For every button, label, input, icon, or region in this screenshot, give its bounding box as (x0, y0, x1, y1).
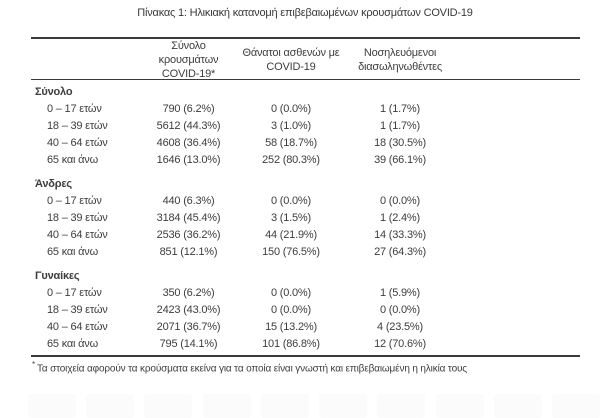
cases-value: 1646 (13.0%) (156, 153, 221, 166)
age-group-label: 40 – 64 ετών (47, 320, 108, 333)
table-row: 65 και άνω 1646 (13.0%) 252 (80.3%) 39 (… (31, 151, 580, 168)
intubated-value: 14 (33.3%) (374, 228, 426, 241)
cases-value: 4608 (36.4%) (156, 136, 221, 149)
watermark-blob (319, 394, 368, 418)
column-header-line: COVID-19 (266, 61, 316, 73)
table-row: 40 – 64 ετών 2536 (36.2%) 44 (21.9%) 14 … (31, 226, 580, 243)
footnote-text: Τα στοιχεία αφορούν τα κρούσματα εκείνα … (36, 363, 467, 375)
age-group-label: 65 και άνω (47, 245, 98, 258)
column-header-deaths: Θάνατοι ασθενών με COVID-19 (236, 46, 346, 74)
watermark-blob (435, 394, 484, 418)
deaths-value: 0 (0.0%) (271, 286, 311, 299)
age-group-label: 18 – 39 ετών (47, 119, 108, 132)
deaths-value: 3 (1.5%) (271, 211, 311, 224)
section-header-row: Γυναίκες (31, 267, 580, 284)
intubated-value: 4 (23.5%) (377, 320, 423, 333)
watermark-blob (202, 394, 251, 418)
column-header-line: Θάνατοι ασθενών με (242, 47, 340, 59)
age-group-label: 40 – 64 ετών (47, 228, 108, 241)
table-row: 18 – 39 ετών 5612 (44.3%) 3 (1.0%) 1 (1.… (31, 117, 580, 134)
cases-value: 5612 (44.3%) (156, 119, 221, 132)
cases-value: 851 (12.1%) (159, 245, 218, 258)
deaths-value: 0 (0.0%) (271, 194, 311, 207)
deaths-value: 252 (80.3%) (262, 153, 320, 166)
table-row: 65 και άνω 795 (14.1%) 101 (86.8%) 12 (7… (31, 335, 580, 352)
watermark-blob (86, 394, 135, 418)
intubated-value: 1 (1.7%) (380, 102, 420, 115)
cases-value: 2536 (36.2%) (156, 228, 221, 241)
deaths-value: 150 (76.5%) (262, 245, 320, 258)
covid-age-distribution-table: Σύνολο κρουσμάτων COVID-19* Θάνατοι ασθε… (31, 37, 580, 374)
column-header-line: Νοσηλευόμενοι (363, 47, 437, 59)
age-group-label: 0 – 17 ετών (47, 102, 102, 115)
section-women: Γυναίκες 0 – 17 ετών 350 (6.2%) 0 (0.0%)… (31, 260, 580, 352)
table-row: 0 – 17 ετών 440 (6.3%) 0 (0.0%) 0 (0.0%) (31, 192, 580, 209)
watermark-blob (28, 394, 76, 418)
intubated-value: 1 (5.9%) (380, 286, 420, 299)
section-label: Άνδρες (35, 177, 72, 190)
cases-value: 2423 (43.0%) (156, 303, 221, 316)
section-men: Άνδρες 0 – 17 ετών 440 (6.3%) 0 (0.0%) 0… (31, 168, 580, 260)
deaths-value: 15 (13.2%) (265, 320, 317, 333)
section-header-row: Άνδρες (31, 175, 580, 192)
deaths-value: 44 (21.9%) (265, 228, 317, 241)
intubated-value: 0 (0.0%) (380, 194, 420, 207)
watermark-blob (493, 394, 542, 418)
section-label: Γυναίκες (35, 269, 80, 282)
intubated-value: 18 (30.5%) (374, 136, 426, 149)
age-group-label: 65 και άνω (47, 337, 98, 350)
watermark-blob (377, 394, 426, 418)
table-title: Πίνακας 1: Ηλικιακή κατανομή επιβεβαιωμέ… (137, 7, 473, 19)
table-row: 0 – 17 ετών 350 (6.2%) 0 (0.0%) 1 (5.9%) (31, 284, 580, 301)
table-row: 18 – 39 ετών 2423 (43.0%) 0 (0.0%) 0 (0.… (31, 301, 580, 318)
table-row: 18 – 39 ετών 3184 (45.4%) 3 (1.5%) 1 (2.… (31, 209, 580, 226)
intubated-value: 27 (64.3%) (374, 245, 426, 258)
column-header-line: διασωληνωθέντες (358, 61, 442, 73)
table-header-row: Σύνολο κρουσμάτων COVID-19* Θάνατοι ασθε… (31, 39, 580, 80)
table-row: 40 – 64 ετών 4608 (36.4%) 58 (18.7%) 18 … (31, 134, 580, 151)
cases-value: 3184 (45.4%) (156, 211, 221, 224)
section-total: Σύνολο 0 – 17 ετών 790 (6.2%) 0 (0.0%) 1… (31, 80, 580, 168)
table-footnote: * Τα στοιχεία αφορούν τα κρούσματα εκείνα… (31, 360, 580, 374)
watermark-blob (144, 394, 193, 418)
cases-value: 790 (6.2%) (162, 102, 215, 115)
age-group-label: 18 – 39 ετών (47, 303, 108, 316)
age-group-label: 65 και άνω (47, 153, 98, 166)
intubated-value: 39 (66.1%) (374, 153, 426, 166)
deaths-value: 101 (86.8%) (262, 337, 320, 350)
watermark-blob (551, 394, 600, 418)
column-header-total-cases: Σύνολο κρουσμάτων COVID-19* (141, 39, 236, 81)
section-header-row: Σύνολο (31, 83, 580, 100)
column-header-line: COVID-19* (161, 68, 216, 80)
table-row: 0 – 17 ετών 790 (6.2%) 0 (0.0%) 1 (1.7%) (31, 100, 580, 117)
deaths-value: 3 (1.0%) (271, 119, 311, 132)
intubated-value: 0 (0.0%) (380, 303, 420, 316)
table-row: 65 και άνω 851 (12.1%) 150 (76.5%) 27 (6… (31, 243, 580, 260)
intubated-value: 1 (1.7%) (380, 119, 420, 132)
age-group-label: 0 – 17 ετών (47, 194, 102, 207)
footnote-asterisk: * (32, 360, 35, 369)
cases-value: 2071 (36.7%) (156, 320, 221, 333)
deaths-value: 0 (0.0%) (271, 303, 311, 316)
cases-value: 440 (6.3%) (162, 194, 215, 207)
watermark-blob (260, 394, 309, 418)
table-row: 40 – 64 ετών 2071 (36.7%) 15 (13.2%) 4 (… (31, 318, 580, 335)
column-header-intubated: Νοσηλευόμενοι διασωληνωθέντες (346, 46, 454, 74)
deaths-value: 58 (18.7%) (265, 136, 317, 149)
intubated-value: 12 (70.6%) (374, 337, 426, 350)
section-label: Σύνολο (35, 85, 73, 98)
watermark-pattern (28, 390, 600, 418)
age-group-label: 18 – 39 ετών (47, 211, 108, 224)
deaths-value: 0 (0.0%) (271, 102, 311, 115)
table-body: Σύνολο 0 – 17 ετών 790 (6.2%) 0 (0.0%) 1… (31, 80, 580, 357)
intubated-value: 1 (2.4%) (380, 211, 420, 224)
column-header-line: Σύνολο κρουσμάτων (158, 40, 219, 66)
cases-value: 795 (14.1%) (159, 337, 218, 350)
age-group-label: 0 – 17 ετών (47, 286, 102, 299)
age-group-label: 40 – 64 ετών (47, 136, 108, 149)
cases-value: 350 (6.2%) (162, 286, 215, 299)
